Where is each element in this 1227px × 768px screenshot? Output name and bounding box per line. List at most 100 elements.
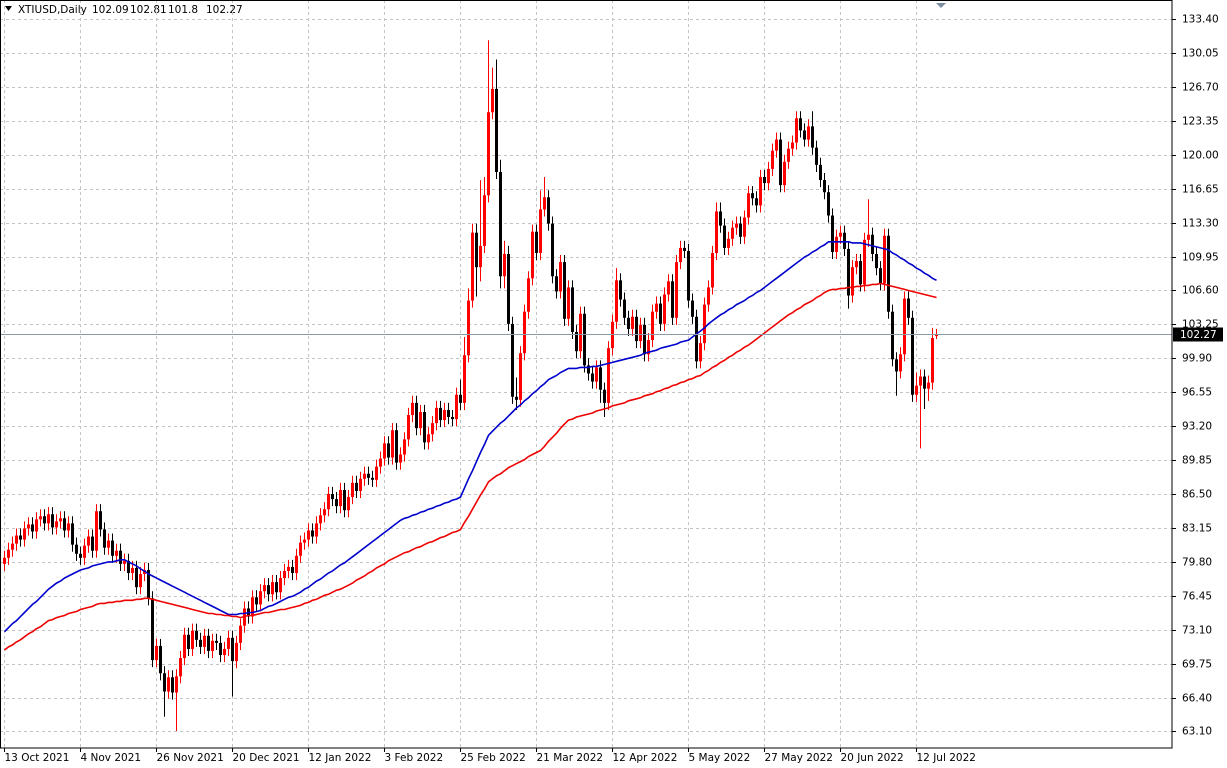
candle-body <box>571 287 574 332</box>
candle-body <box>75 544 78 554</box>
candle-body <box>799 118 802 131</box>
candle-body <box>71 523 74 545</box>
candle-body <box>315 523 318 537</box>
candle-body <box>691 300 694 317</box>
candle-body <box>599 367 602 390</box>
candle-body <box>91 536 94 551</box>
y-tick-label: 96.55 <box>1182 387 1212 399</box>
x-tick-label: 5 May 2022 <box>689 752 751 764</box>
candle-body <box>727 238 730 248</box>
candle-body <box>907 298 910 318</box>
candle-body <box>195 630 198 640</box>
candle-body <box>107 540 110 548</box>
candle-body <box>899 354 902 372</box>
candle-body <box>503 253 506 277</box>
candle-body <box>343 489 346 511</box>
chart-title: XTIUSD,Daily <box>18 4 87 16</box>
candle-body <box>307 530 310 540</box>
candle-body <box>611 321 614 349</box>
candle-body <box>627 317 630 329</box>
candle-body <box>131 567 134 574</box>
price-box <box>1173 327 1223 342</box>
x-tick-label: 4 Nov 2021 <box>81 752 142 764</box>
candle-body <box>339 489 342 507</box>
candle-body <box>407 415 410 440</box>
candle-body <box>875 253 878 269</box>
candle-body <box>175 676 178 693</box>
candle-body <box>99 511 102 530</box>
y-tick-label: 76.45 <box>1182 591 1212 603</box>
candle-body <box>135 567 138 588</box>
candle-body <box>667 281 670 295</box>
candle-body <box>371 477 374 480</box>
candle-body <box>427 434 430 443</box>
candle-body <box>271 582 274 595</box>
shift-marker[interactable] <box>936 3 946 8</box>
candle-body <box>671 281 674 318</box>
candle-body <box>147 569 150 599</box>
x-tick-label: 20 Dec 2021 <box>233 752 300 764</box>
candle-body <box>435 407 438 424</box>
y-tick-label: 106.60 <box>1182 285 1219 297</box>
candle-body <box>159 645 162 674</box>
candle-body <box>3 557 6 564</box>
candle-body <box>843 232 846 249</box>
y-tick-label: 86.50 <box>1182 489 1212 501</box>
candle-body <box>227 637 230 649</box>
candle-body <box>79 553 82 558</box>
x-tick-label: 12 Jul 2022 <box>917 752 976 764</box>
candle-body <box>151 598 154 661</box>
candle-body <box>551 223 554 277</box>
candle-body <box>735 223 738 228</box>
candle-body <box>919 376 922 386</box>
y-tick-label: 126.70 <box>1182 82 1219 94</box>
candle-body <box>415 402 418 429</box>
candle-body <box>475 232 478 268</box>
candle-body <box>603 389 606 403</box>
candle-body <box>767 168 770 184</box>
candle-body <box>775 139 778 151</box>
candle-body <box>123 560 126 564</box>
candle-body <box>847 248 850 296</box>
candle-body <box>223 648 226 656</box>
x-tick-label: 12 Apr 2022 <box>613 752 678 764</box>
candle-body <box>635 316 638 342</box>
candle-body <box>443 409 446 421</box>
candle-body <box>883 235 886 284</box>
moving-average <box>4 282 937 651</box>
candle-body <box>539 209 542 253</box>
candle-body <box>351 482 354 498</box>
candle-body <box>651 311 654 341</box>
candle-body <box>479 245 482 268</box>
candle-body <box>515 396 518 400</box>
y-tick-label: 116.65 <box>1182 184 1219 196</box>
candle-body <box>871 234 874 254</box>
candle-body <box>55 521 58 528</box>
candle-body <box>15 535 18 544</box>
menu-arrow[interactable] <box>5 6 12 11</box>
candle-body <box>239 625 242 643</box>
candle-body <box>547 197 550 224</box>
candle-body <box>807 126 810 140</box>
candle-body <box>711 252 714 288</box>
candle-body <box>659 303 662 324</box>
candle-body <box>215 640 218 643</box>
candle-body <box>535 231 538 253</box>
candle-body <box>703 304 706 344</box>
y-tick-label: 113.30 <box>1182 218 1219 230</box>
candle-body <box>699 343 702 362</box>
candle-body <box>327 494 330 510</box>
candle-body <box>119 550 122 564</box>
candle-body <box>47 514 50 524</box>
candle-body <box>595 367 598 382</box>
candle-body <box>815 147 818 165</box>
candle-body <box>499 171 502 277</box>
candle-body <box>555 276 558 292</box>
candle-body <box>459 394 462 403</box>
candle-body <box>7 549 10 558</box>
candle-body <box>207 635 210 651</box>
candle-body <box>519 353 522 400</box>
candle-body <box>723 225 726 248</box>
candle-body <box>935 334 938 337</box>
